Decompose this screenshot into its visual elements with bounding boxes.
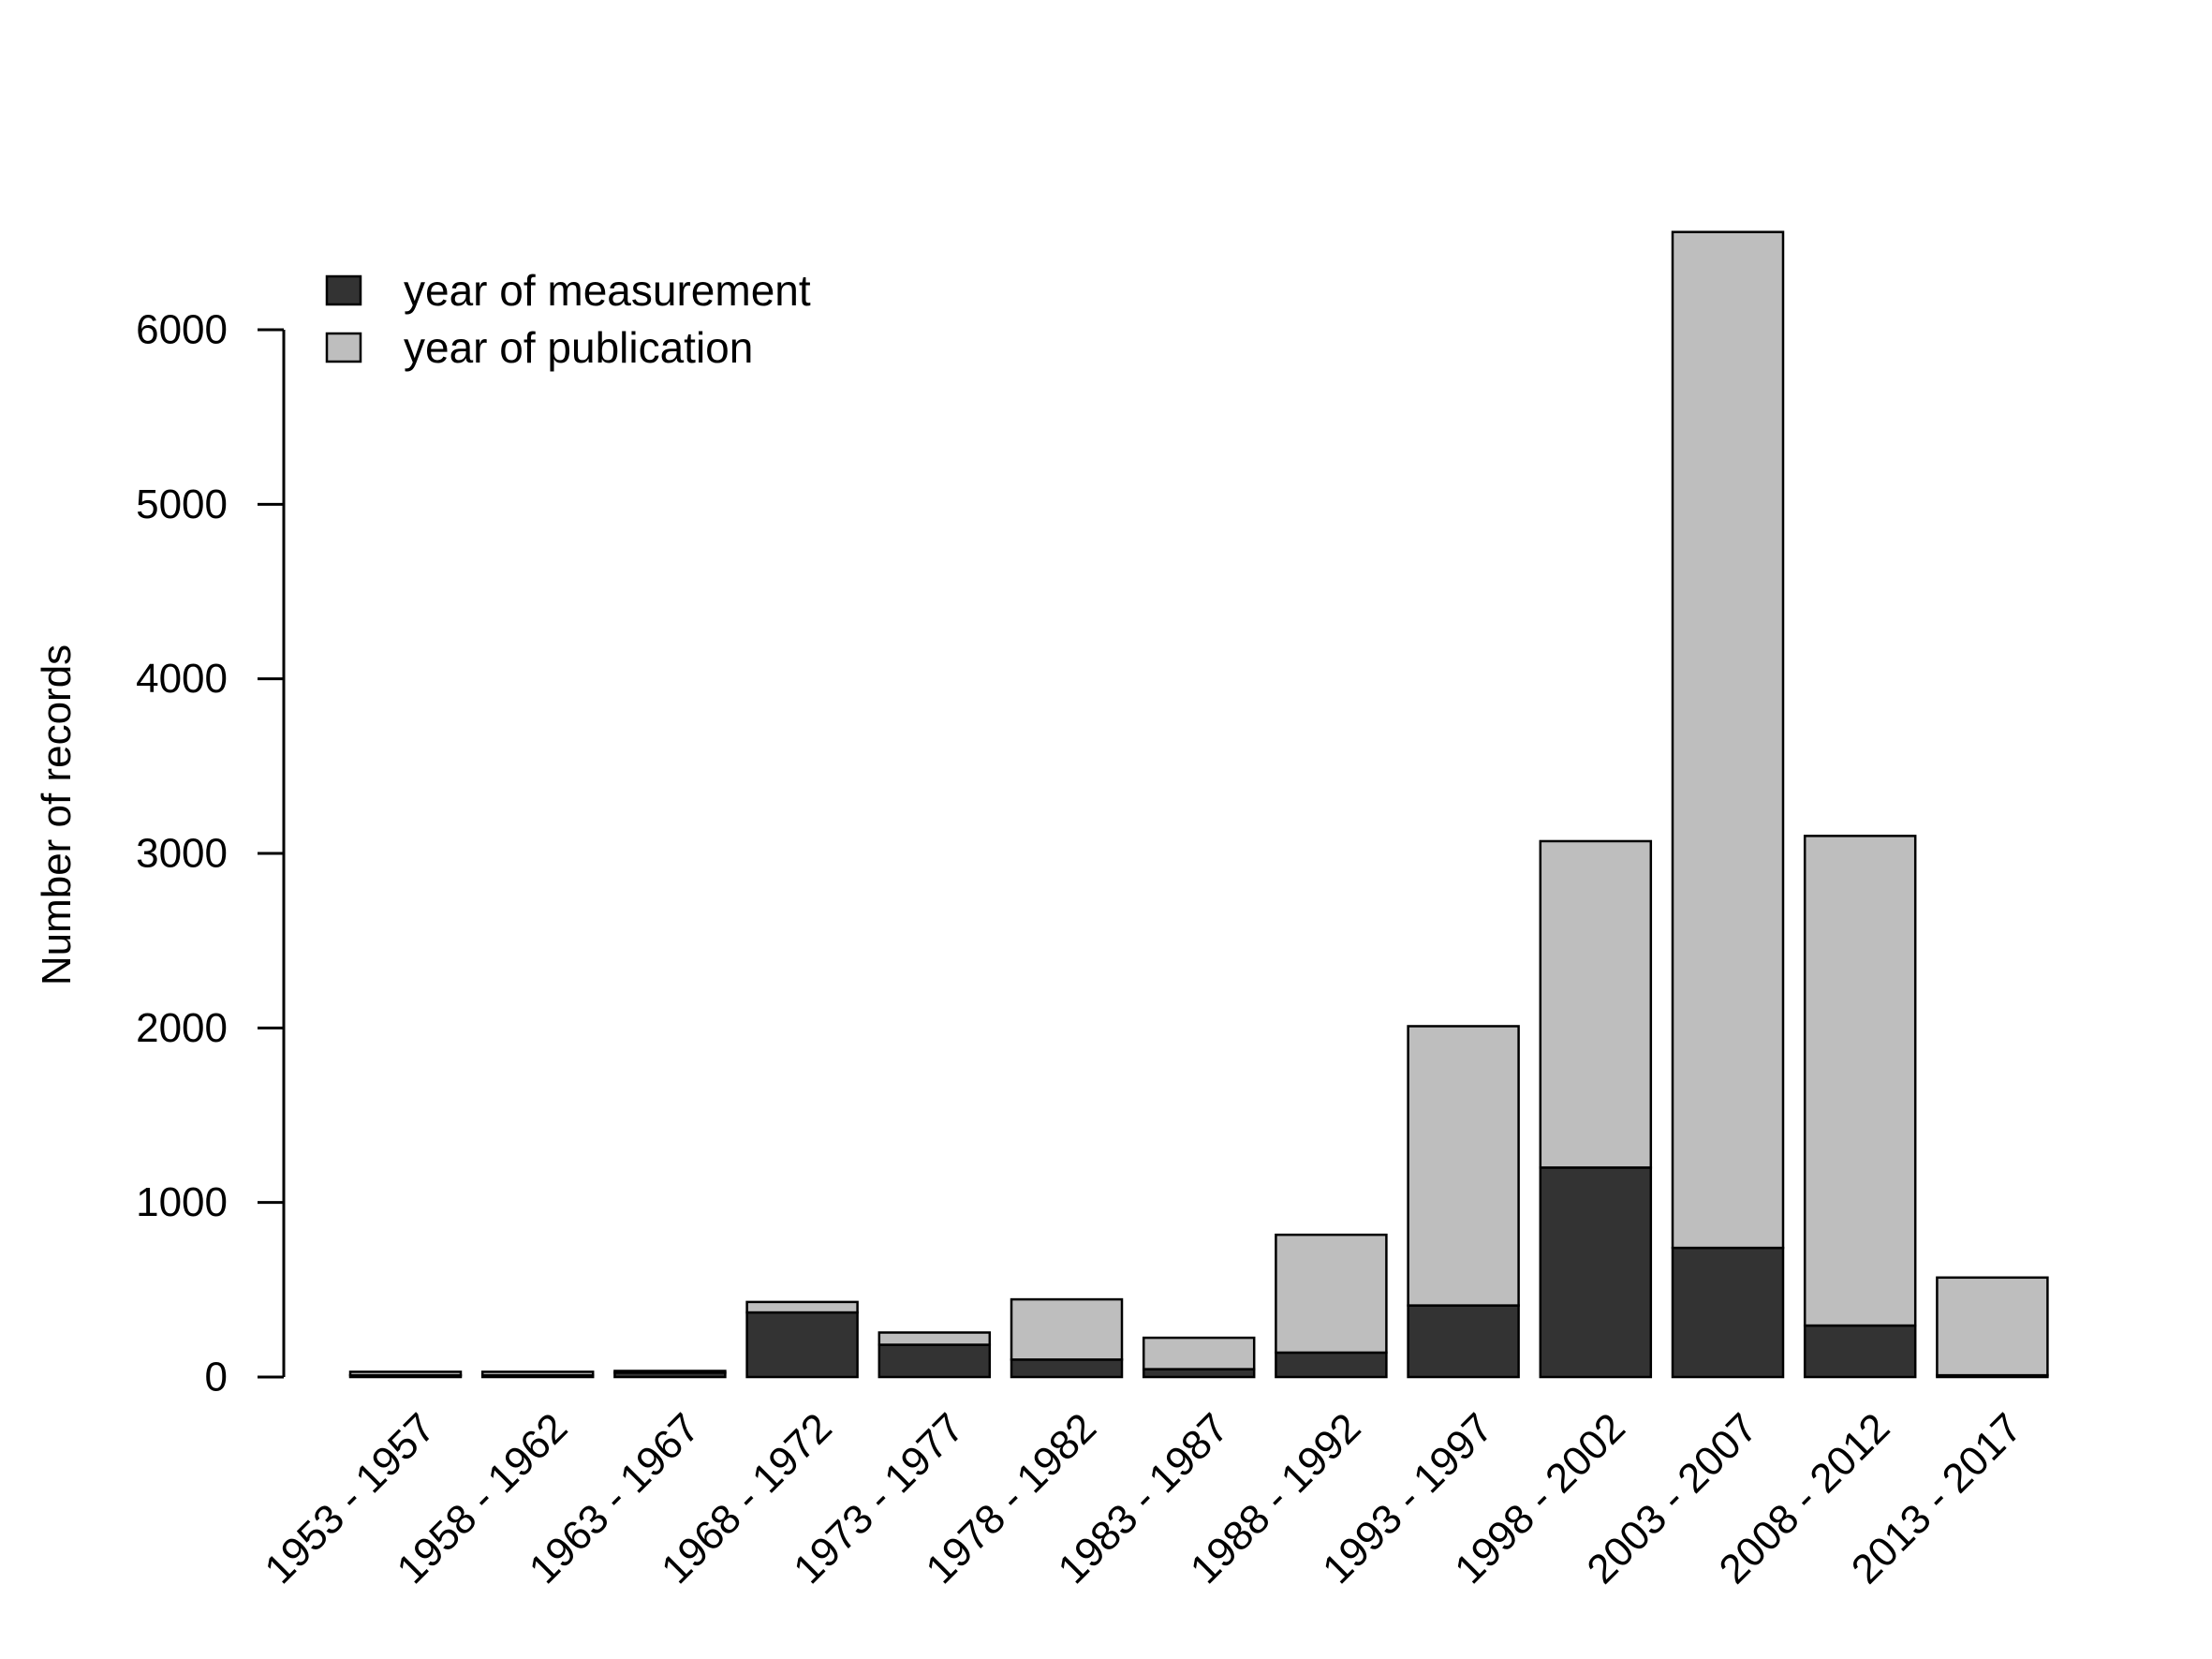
bar-measurement-10 [1671, 1246, 1785, 1379]
y-tick-label: 3000 [136, 831, 228, 877]
y-tick-label: 0 [205, 1355, 228, 1400]
bar-publication-5 [1010, 1297, 1124, 1361]
bar-publication-7 [1275, 1233, 1388, 1355]
bar-publication-2 [613, 1370, 727, 1374]
bar-publication-11 [1803, 835, 1917, 1327]
bar-publication-12 [1936, 1276, 2049, 1377]
legend: year of measurement year of publication [325, 266, 811, 372]
y-tick-label: 2000 [136, 1005, 228, 1051]
legend-swatch-measurement [325, 274, 362, 306]
bar-measurement-7 [1275, 1351, 1388, 1379]
bar-publication-0 [348, 1370, 463, 1377]
bar-publication-3 [745, 1300, 859, 1314]
legend-label-measurement: year of measurement [404, 266, 811, 315]
legend-label-publication: year of publication [404, 323, 753, 372]
bar-measurement-9 [1539, 1166, 1653, 1379]
bar-measurement-8 [1407, 1304, 1520, 1379]
y-tick-label: 5000 [136, 481, 228, 527]
bar-publication-1 [480, 1370, 595, 1377]
bar-publication-4 [877, 1331, 992, 1346]
bar-publication-8 [1407, 1025, 1520, 1307]
y-axis: 0 1000 2000 3000 4000 5000 6000 [136, 307, 286, 1400]
bar-measurement-11 [1803, 1324, 1917, 1379]
bar-measurement-5 [1010, 1358, 1124, 1379]
y-tick-label: 1000 [136, 1179, 228, 1225]
bars-layer [348, 230, 2049, 1379]
y-axis-title: Number of records [34, 644, 80, 985]
bar-measurement-3 [745, 1311, 859, 1379]
y-tick-label: 4000 [136, 656, 228, 702]
y-tick-label: 6000 [136, 307, 228, 353]
bar-publication-10 [1671, 230, 1785, 1250]
bar-publication-6 [1142, 1336, 1256, 1370]
bar-measurement-6 [1142, 1368, 1256, 1379]
bar-publication-9 [1539, 839, 1653, 1169]
legend-swatch-publication [325, 332, 362, 363]
bar-measurement-4 [877, 1343, 992, 1379]
